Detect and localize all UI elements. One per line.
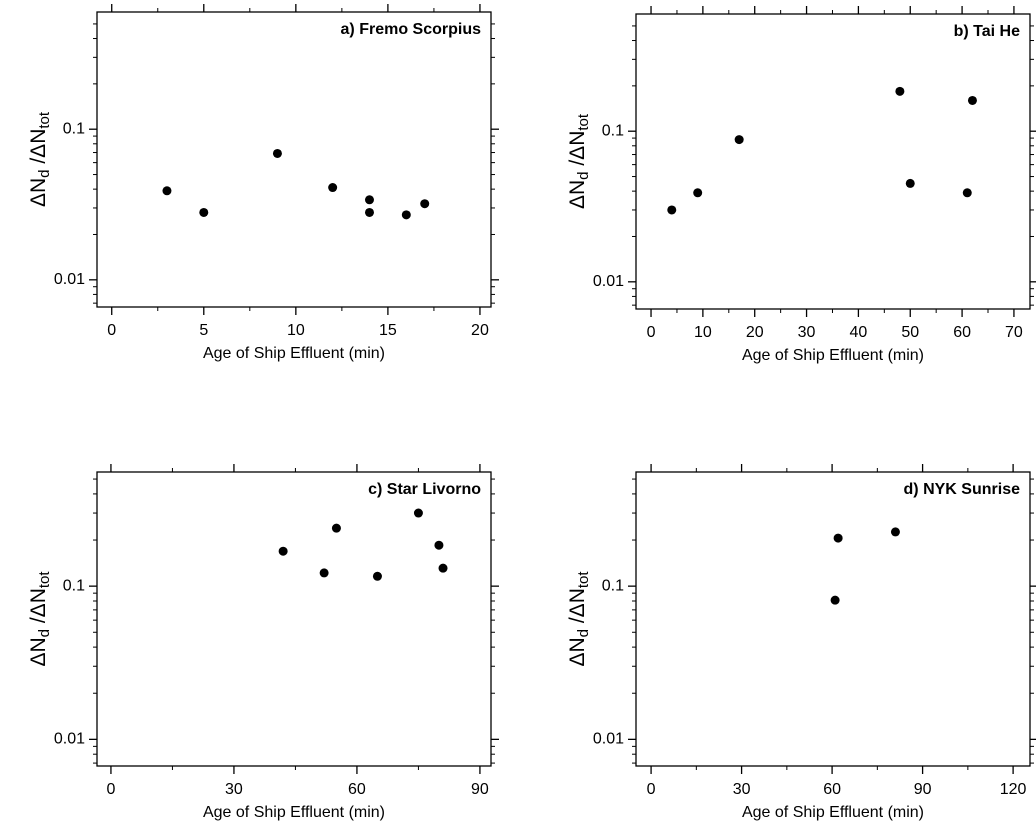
point: [364, 207, 374, 217]
point: [830, 595, 840, 605]
panel: 0 30 60 90 0.01 0.1 c) Star Livorno Age of Ship…: [27, 464, 499, 821]
x-tick-label: 20: [471, 322, 489, 339]
x-axis-label: Age of Ship Effluent (min): [742, 804, 924, 821]
point: [667, 205, 677, 215]
x-tick-label: 5: [199, 322, 208, 339]
chart-title: b) Tai He: [954, 23, 1020, 40]
x-tick-label: 10: [287, 322, 305, 339]
point: [272, 148, 282, 158]
point: [895, 86, 905, 96]
x-tick-label: 30: [733, 781, 751, 798]
y-tick-label: 0.1: [63, 577, 85, 594]
plot-frame: [635, 13, 1031, 310]
point: [438, 563, 448, 573]
y-axis-label-sub: d: [575, 629, 592, 637]
y-axis-label-sub: d: [36, 170, 53, 178]
y-axis-label-main: ΔN: [27, 637, 50, 666]
x-tick-label: 60: [823, 781, 841, 798]
x-tick-label: 0: [647, 781, 656, 798]
point: [372, 571, 382, 581]
chart-title: d) NYK Sunrise: [904, 481, 1021, 498]
x-tick-label: 60: [953, 324, 971, 341]
x-tick-label: 90: [471, 781, 489, 798]
y-tick-label: 0.1: [602, 577, 624, 594]
x-tick-label: 30: [225, 781, 243, 798]
x-axis-label: Age of Ship Effluent (min): [742, 347, 924, 364]
panel: 0 5 10 15 20 0.01 0.1 a) Fremo Scorpius Age of S…: [27, 4, 499, 362]
y-axis-label-sub: d: [36, 629, 53, 637]
y-axis-label: ΔNd /ΔNtot: [566, 571, 592, 667]
y-axis-label-main: /ΔN: [27, 588, 50, 629]
point: [890, 527, 900, 537]
y-tick-label: 0.1: [63, 120, 85, 137]
point: [162, 186, 172, 196]
point: [328, 183, 338, 193]
x-axis-label: Age of Ship Effluent (min): [203, 804, 385, 821]
panel: 0 30 60 90 120 0.01 0.1 d) NYK Sunrise Age of Sh…: [566, 464, 1036, 821]
point: [331, 523, 341, 533]
y-axis-label-main: ΔN: [566, 637, 589, 666]
x-tick-label: 40: [850, 324, 868, 341]
x-tick-label: 50: [901, 324, 919, 341]
y-tick-label: 0.01: [593, 731, 624, 748]
point: [420, 199, 430, 209]
y-axis-label-sub: d: [575, 172, 592, 180]
y-axis-label: ΔNd /ΔNtot: [566, 113, 592, 209]
point: [833, 533, 843, 543]
chart-title: a) Fremo Scorpius: [341, 21, 482, 38]
point: [434, 540, 444, 550]
x-tick-label: 10: [694, 324, 712, 341]
point: [364, 195, 374, 205]
plot-frame: [96, 471, 492, 767]
chart-title: c) Star Livorno: [368, 481, 481, 498]
y-axis-label-main: ΔN: [27, 178, 50, 207]
y-tick-label: 0.01: [54, 731, 85, 748]
y-axis-label-main: /ΔN: [27, 129, 50, 170]
y-axis-label-main: ΔN: [566, 180, 589, 209]
y-axis-label-main: /ΔN: [566, 131, 589, 172]
point: [413, 508, 423, 518]
x-tick-label: 0: [107, 322, 116, 339]
y-tick-label: 0.1: [602, 122, 624, 139]
x-tick-label: 120: [1000, 781, 1027, 798]
x-tick-label: 20: [746, 324, 764, 341]
point: [319, 568, 329, 578]
x-tick-label: 0: [106, 781, 115, 798]
x-tick-label: 60: [348, 781, 366, 798]
x-tick-label: 90: [914, 781, 932, 798]
y-axis-label-sub: tot: [575, 571, 592, 589]
point: [199, 207, 209, 217]
x-axis-label: Age of Ship Effluent (min): [203, 345, 385, 362]
plot-frame: [635, 471, 1031, 767]
y-axis-label-sub: tot: [575, 113, 592, 131]
point: [278, 546, 288, 556]
panel: 0 10 20 30 40 50 60 70 0.01 0.1 b) Tai He Age of Sh…: [566, 6, 1036, 364]
y-axis-label-sub: tot: [36, 571, 53, 589]
x-tick-label: 70: [1005, 324, 1023, 341]
point: [962, 188, 972, 198]
y-tick-label: 0.01: [593, 273, 624, 290]
point: [967, 95, 977, 105]
point: [693, 188, 703, 198]
point: [734, 135, 744, 145]
point: [401, 210, 411, 220]
x-tick-label: 30: [798, 324, 816, 341]
y-axis-label: ΔNd /ΔNtot: [27, 571, 53, 667]
x-tick-label: 15: [379, 322, 397, 339]
y-axis-label-sub: tot: [36, 111, 53, 129]
plot-frame: [96, 11, 492, 308]
y-axis-label: ΔNd /ΔNtot: [27, 111, 53, 207]
x-tick-label: 0: [647, 324, 656, 341]
y-tick-label: 0.01: [54, 271, 85, 288]
point: [905, 178, 915, 188]
y-axis-label-main: /ΔN: [566, 588, 589, 629]
